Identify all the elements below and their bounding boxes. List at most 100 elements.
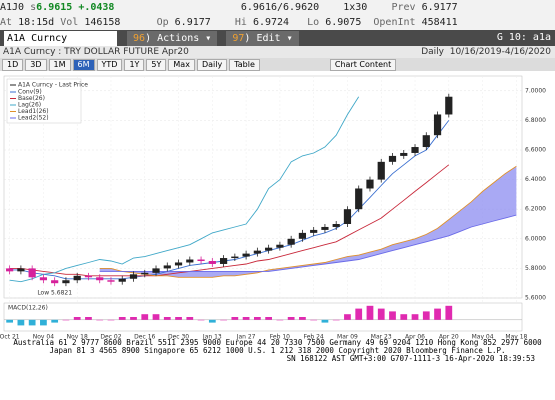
- freq-button[interactable]: Daily: [196, 59, 228, 71]
- candle-body: [298, 232, 307, 239]
- candle-body: [186, 259, 194, 263]
- candle-body: [276, 244, 284, 248]
- legend-label: Lead1(26): [18, 108, 49, 115]
- range-button[interactable]: 5Y: [146, 59, 167, 71]
- bid-ask: 6.9616/6.9620: [240, 2, 320, 13]
- chart: 5.6000 5.8000 6.0000 6.2000 6.4000 6.6000 6.80…: [0, 75, 546, 341]
- x-tick-label: Dec 16: [134, 334, 155, 341]
- legend-label: A1A Curncy - Last Price: [18, 82, 88, 89]
- date-range: 10/16/2019-4/16/2020: [449, 47, 551, 57]
- actions-button[interactable]: 96) Actions ▾: [127, 31, 218, 46]
- macd-bar: [51, 319, 59, 323]
- macd-bar: [85, 317, 92, 320]
- range-button[interactable]: 6M: [72, 59, 95, 71]
- macd-bar: [422, 311, 430, 320]
- indicator-line: [9, 120, 450, 280]
- candle-body: [310, 229, 318, 233]
- quote-bar: A1J0 s6.9615 +.0438 6.9616/6.9620 1x30 P…: [0, 0, 555, 15]
- edit-button[interactable]: 97) Edit ▾: [226, 31, 299, 46]
- candle-body: [332, 224, 340, 227]
- y-tick-label: 6.2000: [525, 206, 546, 213]
- x-tick-label: Nov 18: [67, 334, 88, 341]
- candle-body: [231, 256, 239, 259]
- candle-body: [141, 272, 149, 275]
- candle-body: [28, 268, 36, 278]
- range-button[interactable]: 3D: [25, 59, 47, 71]
- macd-bar: [28, 319, 36, 326]
- content-button[interactable]: Chart Content: [329, 59, 397, 71]
- x-tick-label: Jan 27: [236, 334, 256, 341]
- oi: 458411: [421, 17, 458, 28]
- range-button[interactable]: 1D: [2, 59, 24, 71]
- range-button[interactable]: 1Y: [124, 59, 145, 71]
- candle-body: [6, 268, 14, 272]
- prev: 6.9177: [421, 2, 458, 13]
- footer-line: Australia 61 2 9777 8600 Brazil 5511 239…: [13, 339, 542, 347]
- range-button[interactable]: YTD: [96, 59, 123, 71]
- candle-body: [366, 179, 374, 189]
- open: 6.9177: [174, 17, 211, 28]
- macd-bar: [310, 319, 318, 321]
- candle-body: [208, 261, 216, 264]
- macd-bar: [163, 317, 171, 320]
- security-name: A1A Curncy : TRY DOLLAR FUTURE Apr20: [3, 47, 189, 57]
- ticker: A1J0: [0, 2, 25, 13]
- candle-body: [17, 268, 25, 272]
- candle-body: [422, 135, 430, 148]
- macd-bar: [366, 305, 374, 320]
- table-button[interactable]: Table: [229, 59, 260, 71]
- macd-bar: [73, 317, 81, 320]
- candle-body: [51, 280, 59, 284]
- candle-body: [96, 277, 104, 281]
- macd-bar: [186, 317, 194, 320]
- x-tick-label: Apr 06: [405, 334, 425, 341]
- range-button[interactable]: Max: [168, 59, 195, 71]
- candle-body: [343, 209, 352, 224]
- low-annotation: Low 5.6821: [37, 290, 72, 297]
- time: 18:15d: [18, 17, 55, 28]
- macd-bar: [355, 308, 363, 320]
- x-tick-label: Mar 23: [371, 334, 392, 341]
- x-tick-label: Dec 30: [168, 334, 189, 341]
- footer-line: Japan 81 3 4565 8900 Singapore 65 6212 1…: [49, 346, 506, 355]
- macd-bar: [411, 314, 419, 320]
- footer-line: SN 168122 AST GMT+3:00 G707-1111-3 16-Ap…: [286, 354, 535, 363]
- legend-box: [6, 78, 82, 124]
- stats-bar: At 18:15d Vol 146158 Op 6.9177 Hi 6.9724…: [0, 15, 555, 30]
- macd-bar: [265, 317, 273, 320]
- candle-body: [377, 161, 385, 180]
- x-tick-label: Mar 09: [337, 334, 358, 341]
- x-tick-label: Apr 20: [439, 334, 459, 341]
- macd-bar: [118, 317, 126, 320]
- macd-bar: [152, 314, 160, 320]
- actions-num: 96: [133, 33, 146, 44]
- security-input[interactable]: A1A Curncy: [4, 31, 117, 46]
- macd-bar: [107, 319, 115, 321]
- actions-label: Actions: [157, 33, 200, 44]
- y-tick-label: 6.4000: [525, 176, 546, 183]
- macd-bar: [17, 319, 25, 326]
- subtitle-bar: A1A Curncy : TRY DOLLAR FUTURE Apr20 Dai…: [0, 46, 555, 58]
- candle-body: [118, 278, 126, 282]
- low: 6.9075: [325, 17, 362, 28]
- plot-area: [3, 75, 523, 299]
- candle-body: [152, 268, 160, 273]
- macd-bar: [400, 314, 408, 320]
- oi-label: OpenInt: [373, 17, 416, 28]
- macd-bar: [276, 319, 284, 321]
- indicator-line: [99, 165, 517, 278]
- candle-body: [411, 147, 419, 153]
- candle-body: [388, 155, 397, 162]
- candle-body: [287, 238, 295, 245]
- prev-label: Prev: [391, 2, 416, 13]
- page-id: G 10: a1a: [496, 32, 551, 43]
- period: Daily: [421, 47, 444, 57]
- candle-body: [321, 226, 329, 230]
- time-label: At: [0, 17, 13, 28]
- macd-bar: [96, 319, 104, 321]
- range-button[interactable]: 1M: [48, 59, 71, 71]
- macd-bar: [299, 317, 306, 320]
- candle-body: [219, 258, 228, 264]
- macd-bar: [253, 317, 261, 320]
- legend-label: Lag(26): [18, 102, 41, 109]
